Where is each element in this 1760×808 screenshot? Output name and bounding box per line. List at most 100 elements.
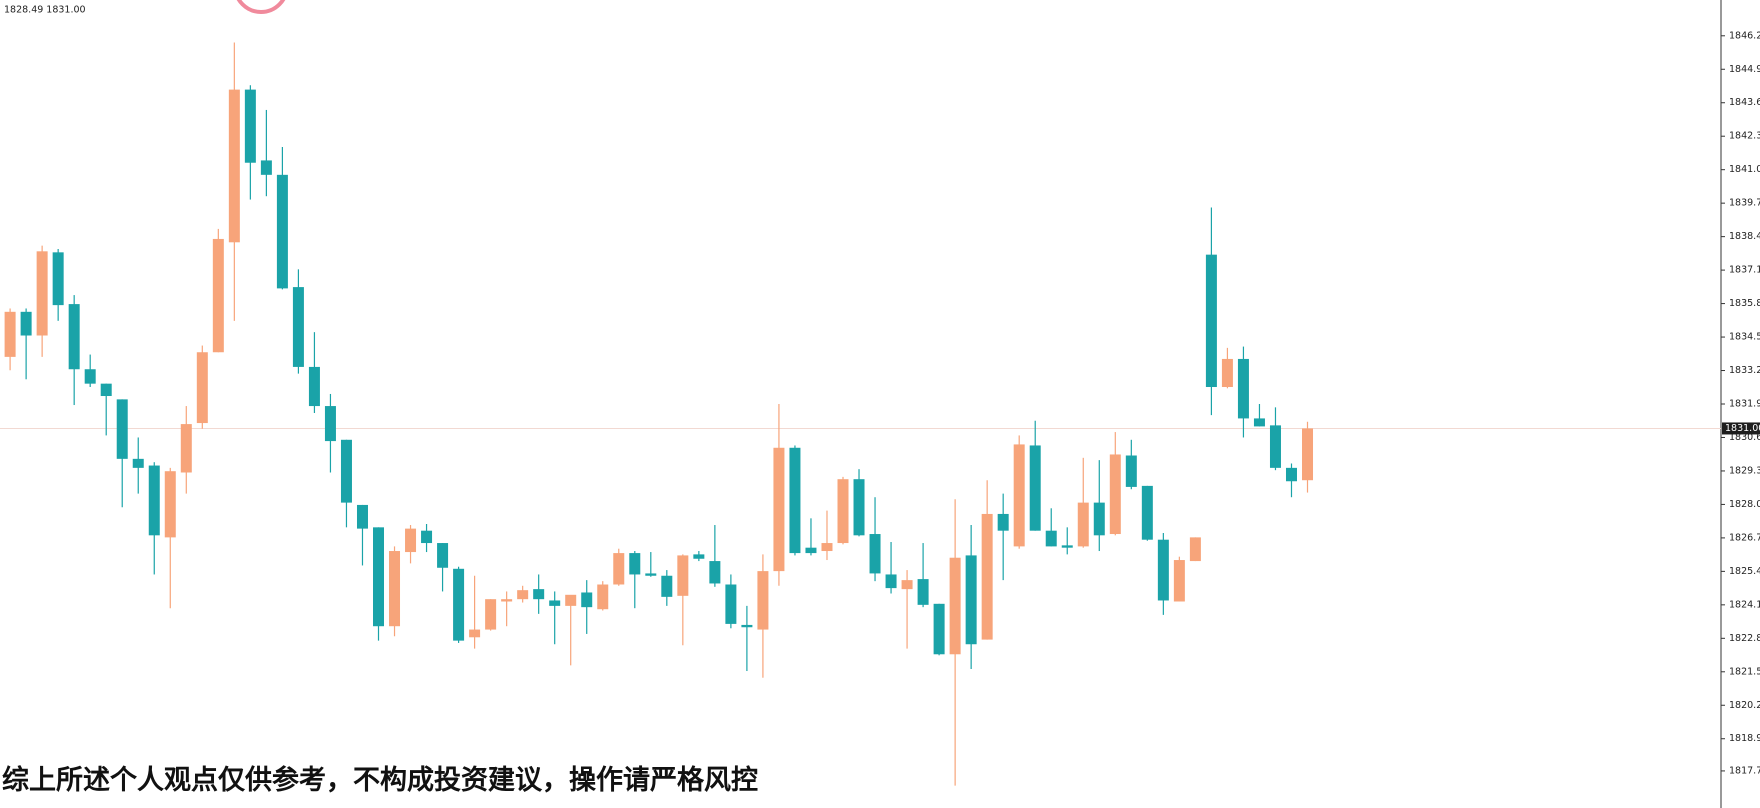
candle-body bbox=[164, 471, 176, 538]
candle-body bbox=[1157, 539, 1169, 601]
candle-body bbox=[917, 579, 929, 605]
candle-body bbox=[517, 590, 529, 600]
candle-body bbox=[533, 589, 545, 600]
candle-body bbox=[228, 89, 240, 243]
caption: 综上所述个人观点仅供参考，不构成投资建议，操作请严格风控 bbox=[2, 764, 758, 796]
candle-body bbox=[1173, 560, 1185, 602]
candle-body bbox=[853, 479, 865, 536]
candle-body bbox=[148, 465, 160, 536]
candle-body bbox=[405, 528, 417, 553]
candle-body bbox=[373, 527, 385, 627]
candle-body bbox=[629, 553, 641, 575]
candle-body bbox=[308, 366, 320, 407]
candle-body bbox=[997, 513, 1009, 531]
y-tick-label: 1842.35 bbox=[1729, 131, 1760, 142]
y-tick-label: 1844.95 bbox=[1729, 64, 1760, 75]
candle-body bbox=[1205, 254, 1217, 388]
candle-body bbox=[1141, 485, 1153, 540]
candle-body bbox=[4, 311, 16, 357]
candle-body bbox=[260, 160, 272, 175]
y-tick-label: 1826.75 bbox=[1729, 532, 1760, 543]
y-tick-label: 1828.05 bbox=[1729, 499, 1760, 510]
candle-body bbox=[741, 624, 753, 628]
candle-body bbox=[356, 504, 368, 529]
candle-body bbox=[244, 89, 256, 163]
candle-body bbox=[421, 530, 433, 544]
candle-body bbox=[276, 174, 288, 289]
candle-body bbox=[837, 479, 849, 544]
candle-body bbox=[789, 447, 801, 554]
candle-body bbox=[757, 571, 769, 630]
candle-body bbox=[1253, 418, 1265, 427]
info-text: 1828.49 1831.00 bbox=[4, 5, 86, 16]
plot-area: 1846.25 1844.95 1843.65 1842.35 1841.05 1839.… bbox=[0, 30, 1760, 786]
candle-body bbox=[292, 287, 304, 367]
y-tick-label: 1839.75 bbox=[1729, 198, 1760, 209]
candle-body bbox=[773, 447, 785, 572]
candle-body bbox=[84, 369, 96, 384]
candle-body bbox=[693, 554, 705, 559]
y-tick-label: 1820.25 bbox=[1729, 700, 1760, 711]
candle-body bbox=[196, 352, 208, 424]
candle-body bbox=[485, 599, 497, 630]
candle-body bbox=[1109, 454, 1121, 535]
candle-body bbox=[661, 575, 673, 597]
candle-body bbox=[453, 568, 465, 641]
candle-body bbox=[1093, 502, 1105, 536]
candle-body bbox=[581, 592, 593, 608]
candle-body bbox=[132, 458, 144, 468]
candle-body bbox=[1269, 425, 1281, 468]
candle-body bbox=[965, 555, 977, 645]
candle-body bbox=[1045, 530, 1057, 547]
cursor-highlight bbox=[236, 0, 286, 14]
candle-body bbox=[1077, 502, 1089, 547]
y-tick-label: 1825.45 bbox=[1729, 566, 1760, 577]
candle-body bbox=[981, 513, 993, 640]
candle-body bbox=[1237, 358, 1249, 419]
y-tick-label: 1818.95 bbox=[1729, 733, 1760, 744]
candle-body bbox=[645, 573, 657, 576]
candle-body bbox=[36, 251, 48, 336]
y-tick-label: 1838.45 bbox=[1729, 231, 1760, 242]
candle-body bbox=[725, 584, 737, 624]
candle-body bbox=[52, 252, 64, 306]
candle-body bbox=[100, 383, 112, 397]
candle-body bbox=[869, 534, 881, 574]
y-tick-label: 1841.05 bbox=[1729, 164, 1760, 175]
candle-body bbox=[437, 543, 449, 568]
candle-body bbox=[565, 594, 577, 606]
candle-body bbox=[597, 584, 609, 610]
last-price-box bbox=[1722, 422, 1760, 435]
candle-body bbox=[324, 406, 336, 442]
candle-body bbox=[1013, 444, 1025, 547]
y-tick-label: 1831.95 bbox=[1729, 399, 1760, 410]
candle-body bbox=[933, 603, 945, 655]
candle-body bbox=[805, 547, 817, 554]
candle-body bbox=[885, 574, 897, 589]
y-tick-label: 1843.65 bbox=[1729, 97, 1760, 108]
candle-body bbox=[1061, 545, 1073, 548]
candle-body bbox=[340, 439, 352, 503]
candle-body bbox=[613, 553, 625, 585]
candle-body bbox=[1285, 467, 1297, 482]
y-tick-label: 1830.65 bbox=[1729, 432, 1760, 443]
candle-body bbox=[20, 311, 32, 336]
candle-body bbox=[116, 399, 128, 459]
candle-body bbox=[68, 304, 80, 370]
y-tick-label: 1829.35 bbox=[1729, 465, 1760, 476]
candle-body bbox=[212, 238, 224, 353]
y-tick-label: 1821.55 bbox=[1729, 666, 1760, 677]
y-tick-label: 1837.15 bbox=[1729, 265, 1760, 276]
candle-body bbox=[1302, 428, 1314, 481]
y-tick-label: 1817.70 bbox=[1729, 765, 1760, 776]
candle-body bbox=[1189, 537, 1201, 562]
candle-body bbox=[469, 629, 481, 638]
candle-body bbox=[821, 543, 833, 552]
y-tick-label: 1824.15 bbox=[1729, 599, 1760, 610]
candle-body bbox=[180, 424, 192, 473]
candle-body bbox=[901, 580, 913, 590]
y-tick-label: 1846.25 bbox=[1729, 30, 1760, 41]
candle-body bbox=[1221, 358, 1233, 388]
